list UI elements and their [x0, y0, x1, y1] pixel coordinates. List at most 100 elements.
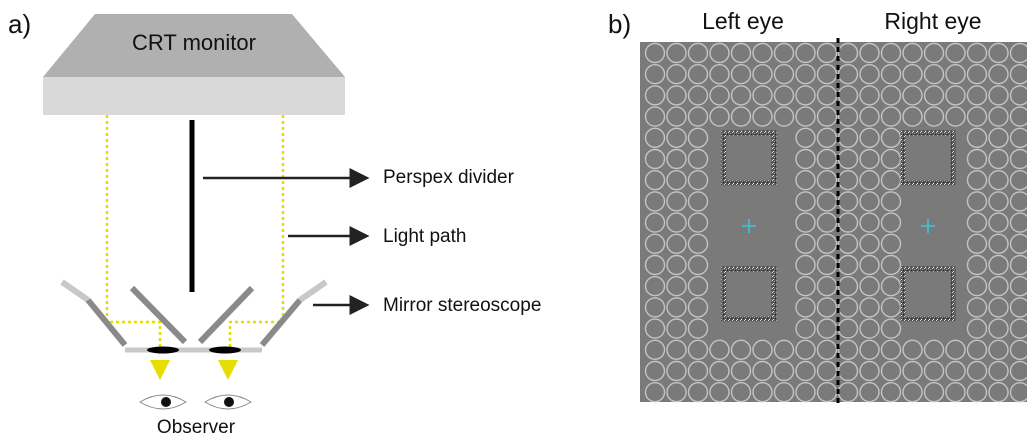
- texture-circle: [859, 106, 880, 127]
- texture-circle: [687, 276, 709, 297]
- texture-circle: [709, 106, 730, 127]
- texture-circle: [687, 318, 709, 339]
- texture-circle: [795, 191, 816, 212]
- texture-circle: [1009, 170, 1027, 191]
- texture-circle: [923, 339, 945, 360]
- texture-circle: [666, 297, 687, 318]
- texture-circle: [988, 360, 1009, 382]
- texture-circle: [709, 382, 730, 403]
- texture-circle: [945, 106, 966, 127]
- texture-circle: [902, 382, 923, 403]
- texture-circle: [666, 127, 687, 149]
- texture-circle: [859, 85, 880, 106]
- texture-circle: [859, 318, 880, 339]
- texture-circle: [666, 169, 687, 191]
- texture-circle: [837, 339, 859, 360]
- texture-circle: [1009, 191, 1027, 212]
- texture-circle: [988, 233, 1009, 255]
- texture-circle: [666, 318, 687, 339]
- texture-circle: [666, 360, 687, 382]
- texture-circle: [816, 42, 838, 64]
- texture-circle: [923, 63, 945, 85]
- fixation-cross: [742, 219, 935, 233]
- texture-circle: [859, 191, 880, 212]
- texture-circle: [752, 63, 773, 85]
- arrow-yellow: [218, 360, 238, 380]
- arrow-yellow: [150, 360, 170, 380]
- texture-circle: [859, 42, 880, 64]
- texture-circle: [880, 318, 902, 339]
- texture-circle: [687, 106, 709, 127]
- texture-circle: [709, 360, 730, 382]
- texture-circle: [795, 148, 816, 170]
- texture-circle: [988, 254, 1009, 276]
- texture-circle: [709, 339, 730, 360]
- eyehole: [209, 346, 241, 354]
- texture-circle: [902, 106, 923, 127]
- texture-circle: [773, 85, 795, 106]
- texture-circle: [687, 254, 709, 276]
- texture-circle: [988, 212, 1009, 233]
- texture-circle: [837, 106, 859, 127]
- texture-circle: [644, 212, 666, 233]
- texture-circle: [1009, 42, 1027, 64]
- texture-circle: [859, 339, 880, 360]
- texture-circle: [752, 106, 773, 127]
- texture-circle: [752, 382, 773, 403]
- texture-circle: [880, 85, 902, 106]
- texture-circle: [988, 63, 1009, 85]
- texture-circle: [945, 63, 966, 85]
- texture-circle: [988, 297, 1009, 318]
- texture-circle: [880, 360, 902, 382]
- texture-circle: [687, 339, 709, 360]
- texture-circle: [666, 339, 687, 360]
- texture-circle: [1009, 127, 1027, 148]
- texture-circle: [988, 382, 1009, 403]
- texture-circle: [730, 42, 752, 64]
- texture-circle: [859, 148, 880, 170]
- texture-circle: [1009, 276, 1027, 297]
- texture-circle: [644, 233, 666, 255]
- texture-circle: [988, 42, 1009, 64]
- texture-circle: [666, 106, 687, 127]
- texture-circle: [902, 42, 923, 64]
- texture-circle: [945, 42, 966, 64]
- texture-circle: [644, 148, 666, 170]
- texture-circle: [773, 339, 795, 360]
- texture-circle: [709, 63, 730, 85]
- texture-circle: [644, 382, 666, 403]
- texture-circle: [966, 127, 988, 149]
- texture-circle: [752, 42, 773, 64]
- texture-circle: [687, 42, 709, 64]
- texture-circle: [966, 382, 988, 403]
- texture-circle: [966, 339, 988, 360]
- texture-circle: [752, 339, 773, 360]
- texture-circle: [816, 106, 838, 127]
- texture-circle: [1009, 360, 1027, 382]
- texture-circle: [966, 85, 988, 106]
- texture-circle: [859, 297, 880, 318]
- texture-circle: [880, 106, 902, 127]
- texture-circle: [880, 382, 902, 403]
- texture-circle: [816, 169, 838, 191]
- texture-circle: [966, 297, 988, 318]
- texture-circle: [773, 42, 795, 64]
- texture-circle: [795, 360, 816, 382]
- texture-circle: [880, 42, 902, 64]
- texture-circle: [644, 318, 666, 339]
- texture-circle: [859, 360, 880, 382]
- texture-circle: [880, 212, 902, 233]
- texture-circle: [859, 276, 880, 297]
- texture-circle: [816, 233, 838, 255]
- texture-circle: [644, 127, 666, 149]
- texture-circle: [966, 63, 988, 85]
- eye-label: Right eye: [884, 8, 981, 34]
- circle-texture: [644, 42, 1027, 403]
- texture-circle: [837, 276, 859, 297]
- texture-circle: [709, 85, 730, 106]
- texture-circle: [752, 360, 773, 382]
- texture-circle: [795, 63, 816, 85]
- texture-circle: [644, 360, 666, 382]
- texture-circle: [730, 360, 752, 382]
